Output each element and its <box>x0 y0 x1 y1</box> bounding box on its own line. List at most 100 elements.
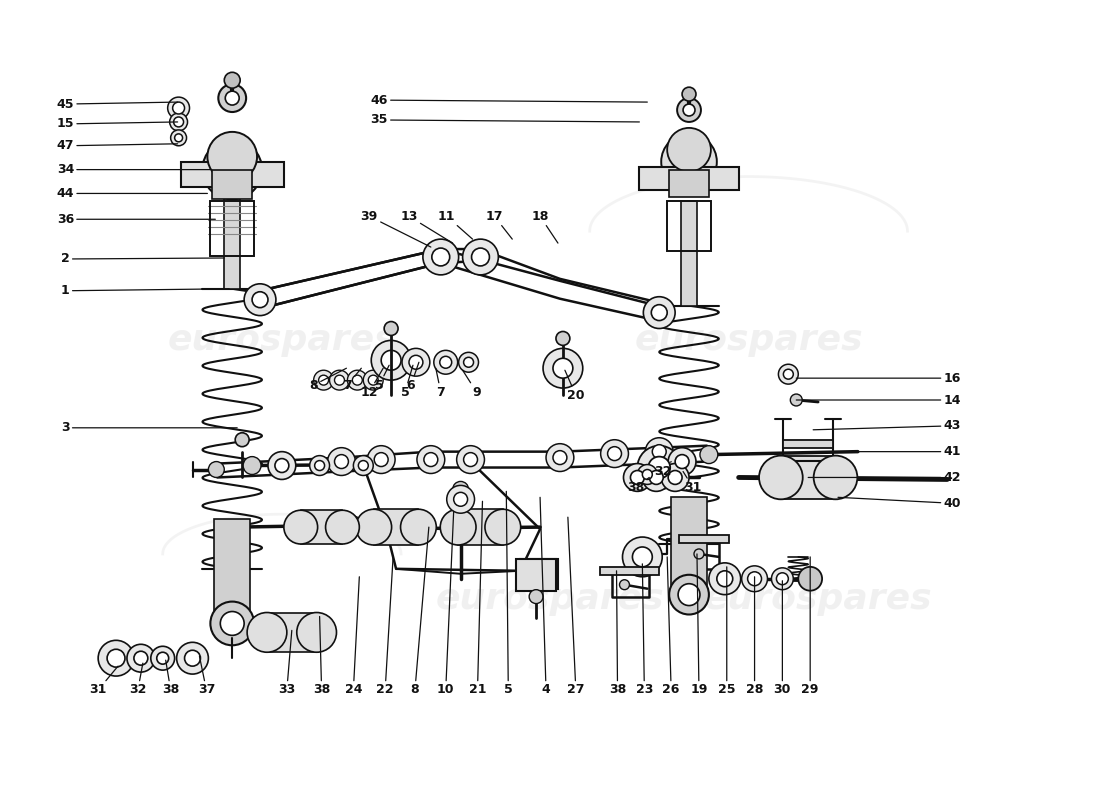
Text: 3: 3 <box>62 422 238 434</box>
Polygon shape <box>267 613 317 652</box>
Circle shape <box>607 446 621 461</box>
Circle shape <box>275 458 289 473</box>
Bar <box>783 440 833 448</box>
Text: 23: 23 <box>636 564 653 697</box>
Text: 7: 7 <box>343 368 361 392</box>
Circle shape <box>472 248 490 266</box>
Circle shape <box>661 134 717 190</box>
Circle shape <box>644 297 675 329</box>
Text: 43: 43 <box>813 419 961 432</box>
Circle shape <box>700 446 718 463</box>
Text: 40: 40 <box>838 497 961 510</box>
Circle shape <box>463 358 473 367</box>
Text: 29: 29 <box>802 557 818 697</box>
Circle shape <box>359 461 369 470</box>
Circle shape <box>799 567 822 590</box>
Text: 8: 8 <box>410 527 429 697</box>
Circle shape <box>367 446 395 474</box>
Text: 37: 37 <box>198 656 216 697</box>
Circle shape <box>546 444 574 471</box>
Text: eurospares: eurospares <box>167 323 396 358</box>
Circle shape <box>402 348 430 376</box>
Circle shape <box>432 248 450 266</box>
Circle shape <box>668 128 711 171</box>
Circle shape <box>107 650 125 667</box>
Circle shape <box>244 284 276 315</box>
Circle shape <box>440 510 476 545</box>
Text: 44: 44 <box>56 187 208 200</box>
Polygon shape <box>300 510 342 544</box>
Text: 17: 17 <box>485 210 513 239</box>
Circle shape <box>642 470 652 479</box>
Circle shape <box>440 356 452 368</box>
Circle shape <box>463 453 477 466</box>
Circle shape <box>741 566 768 592</box>
Circle shape <box>314 370 333 390</box>
Text: 30: 30 <box>773 581 791 697</box>
Circle shape <box>344 516 362 534</box>
Text: 26: 26 <box>662 557 680 697</box>
Circle shape <box>814 456 857 499</box>
Text: 4: 4 <box>540 498 550 697</box>
Circle shape <box>226 91 239 105</box>
Circle shape <box>675 454 689 469</box>
Circle shape <box>646 438 673 466</box>
Text: 33: 33 <box>278 630 296 697</box>
Circle shape <box>637 465 658 485</box>
Text: 38: 38 <box>609 571 626 697</box>
Text: 34: 34 <box>57 163 210 176</box>
Text: 22: 22 <box>376 557 394 697</box>
Text: 38: 38 <box>627 478 649 494</box>
Text: 14: 14 <box>796 394 961 406</box>
Circle shape <box>790 394 802 406</box>
Text: 32: 32 <box>129 663 146 697</box>
Circle shape <box>174 117 184 127</box>
Circle shape <box>384 322 398 335</box>
Circle shape <box>630 470 645 485</box>
Circle shape <box>326 510 360 544</box>
Circle shape <box>683 104 695 116</box>
Circle shape <box>268 452 296 479</box>
Circle shape <box>668 470 682 485</box>
Circle shape <box>185 650 200 666</box>
Circle shape <box>330 370 350 390</box>
Text: 38: 38 <box>162 660 179 697</box>
Text: eurospares: eurospares <box>436 582 664 616</box>
Circle shape <box>248 613 287 652</box>
Circle shape <box>759 456 803 499</box>
Text: 6: 6 <box>407 362 419 392</box>
Circle shape <box>348 370 367 390</box>
Text: 31: 31 <box>683 471 702 494</box>
Circle shape <box>717 571 733 586</box>
Circle shape <box>682 87 696 101</box>
Circle shape <box>218 84 246 112</box>
Circle shape <box>456 446 484 474</box>
Circle shape <box>220 611 244 635</box>
Circle shape <box>463 239 498 275</box>
Bar <box>668 202 711 251</box>
Text: 46: 46 <box>371 94 647 106</box>
Text: 2: 2 <box>60 253 224 266</box>
Circle shape <box>777 573 789 585</box>
Circle shape <box>356 510 392 545</box>
Circle shape <box>669 574 708 614</box>
Text: 38: 38 <box>314 617 330 697</box>
Bar <box>681 202 697 306</box>
Circle shape <box>368 375 378 385</box>
Text: 13: 13 <box>400 210 453 243</box>
Circle shape <box>668 448 696 475</box>
Circle shape <box>319 375 329 385</box>
Text: 11: 11 <box>438 210 473 239</box>
Circle shape <box>433 350 458 374</box>
Circle shape <box>210 602 254 646</box>
Text: 5: 5 <box>400 366 412 398</box>
Bar <box>210 202 254 256</box>
Circle shape <box>632 547 652 567</box>
Text: eurospares: eurospares <box>704 582 933 616</box>
Text: 10: 10 <box>437 511 454 697</box>
Circle shape <box>170 130 187 146</box>
Text: 15: 15 <box>56 118 177 130</box>
Circle shape <box>623 537 662 577</box>
Bar <box>224 182 240 289</box>
Circle shape <box>372 341 411 380</box>
